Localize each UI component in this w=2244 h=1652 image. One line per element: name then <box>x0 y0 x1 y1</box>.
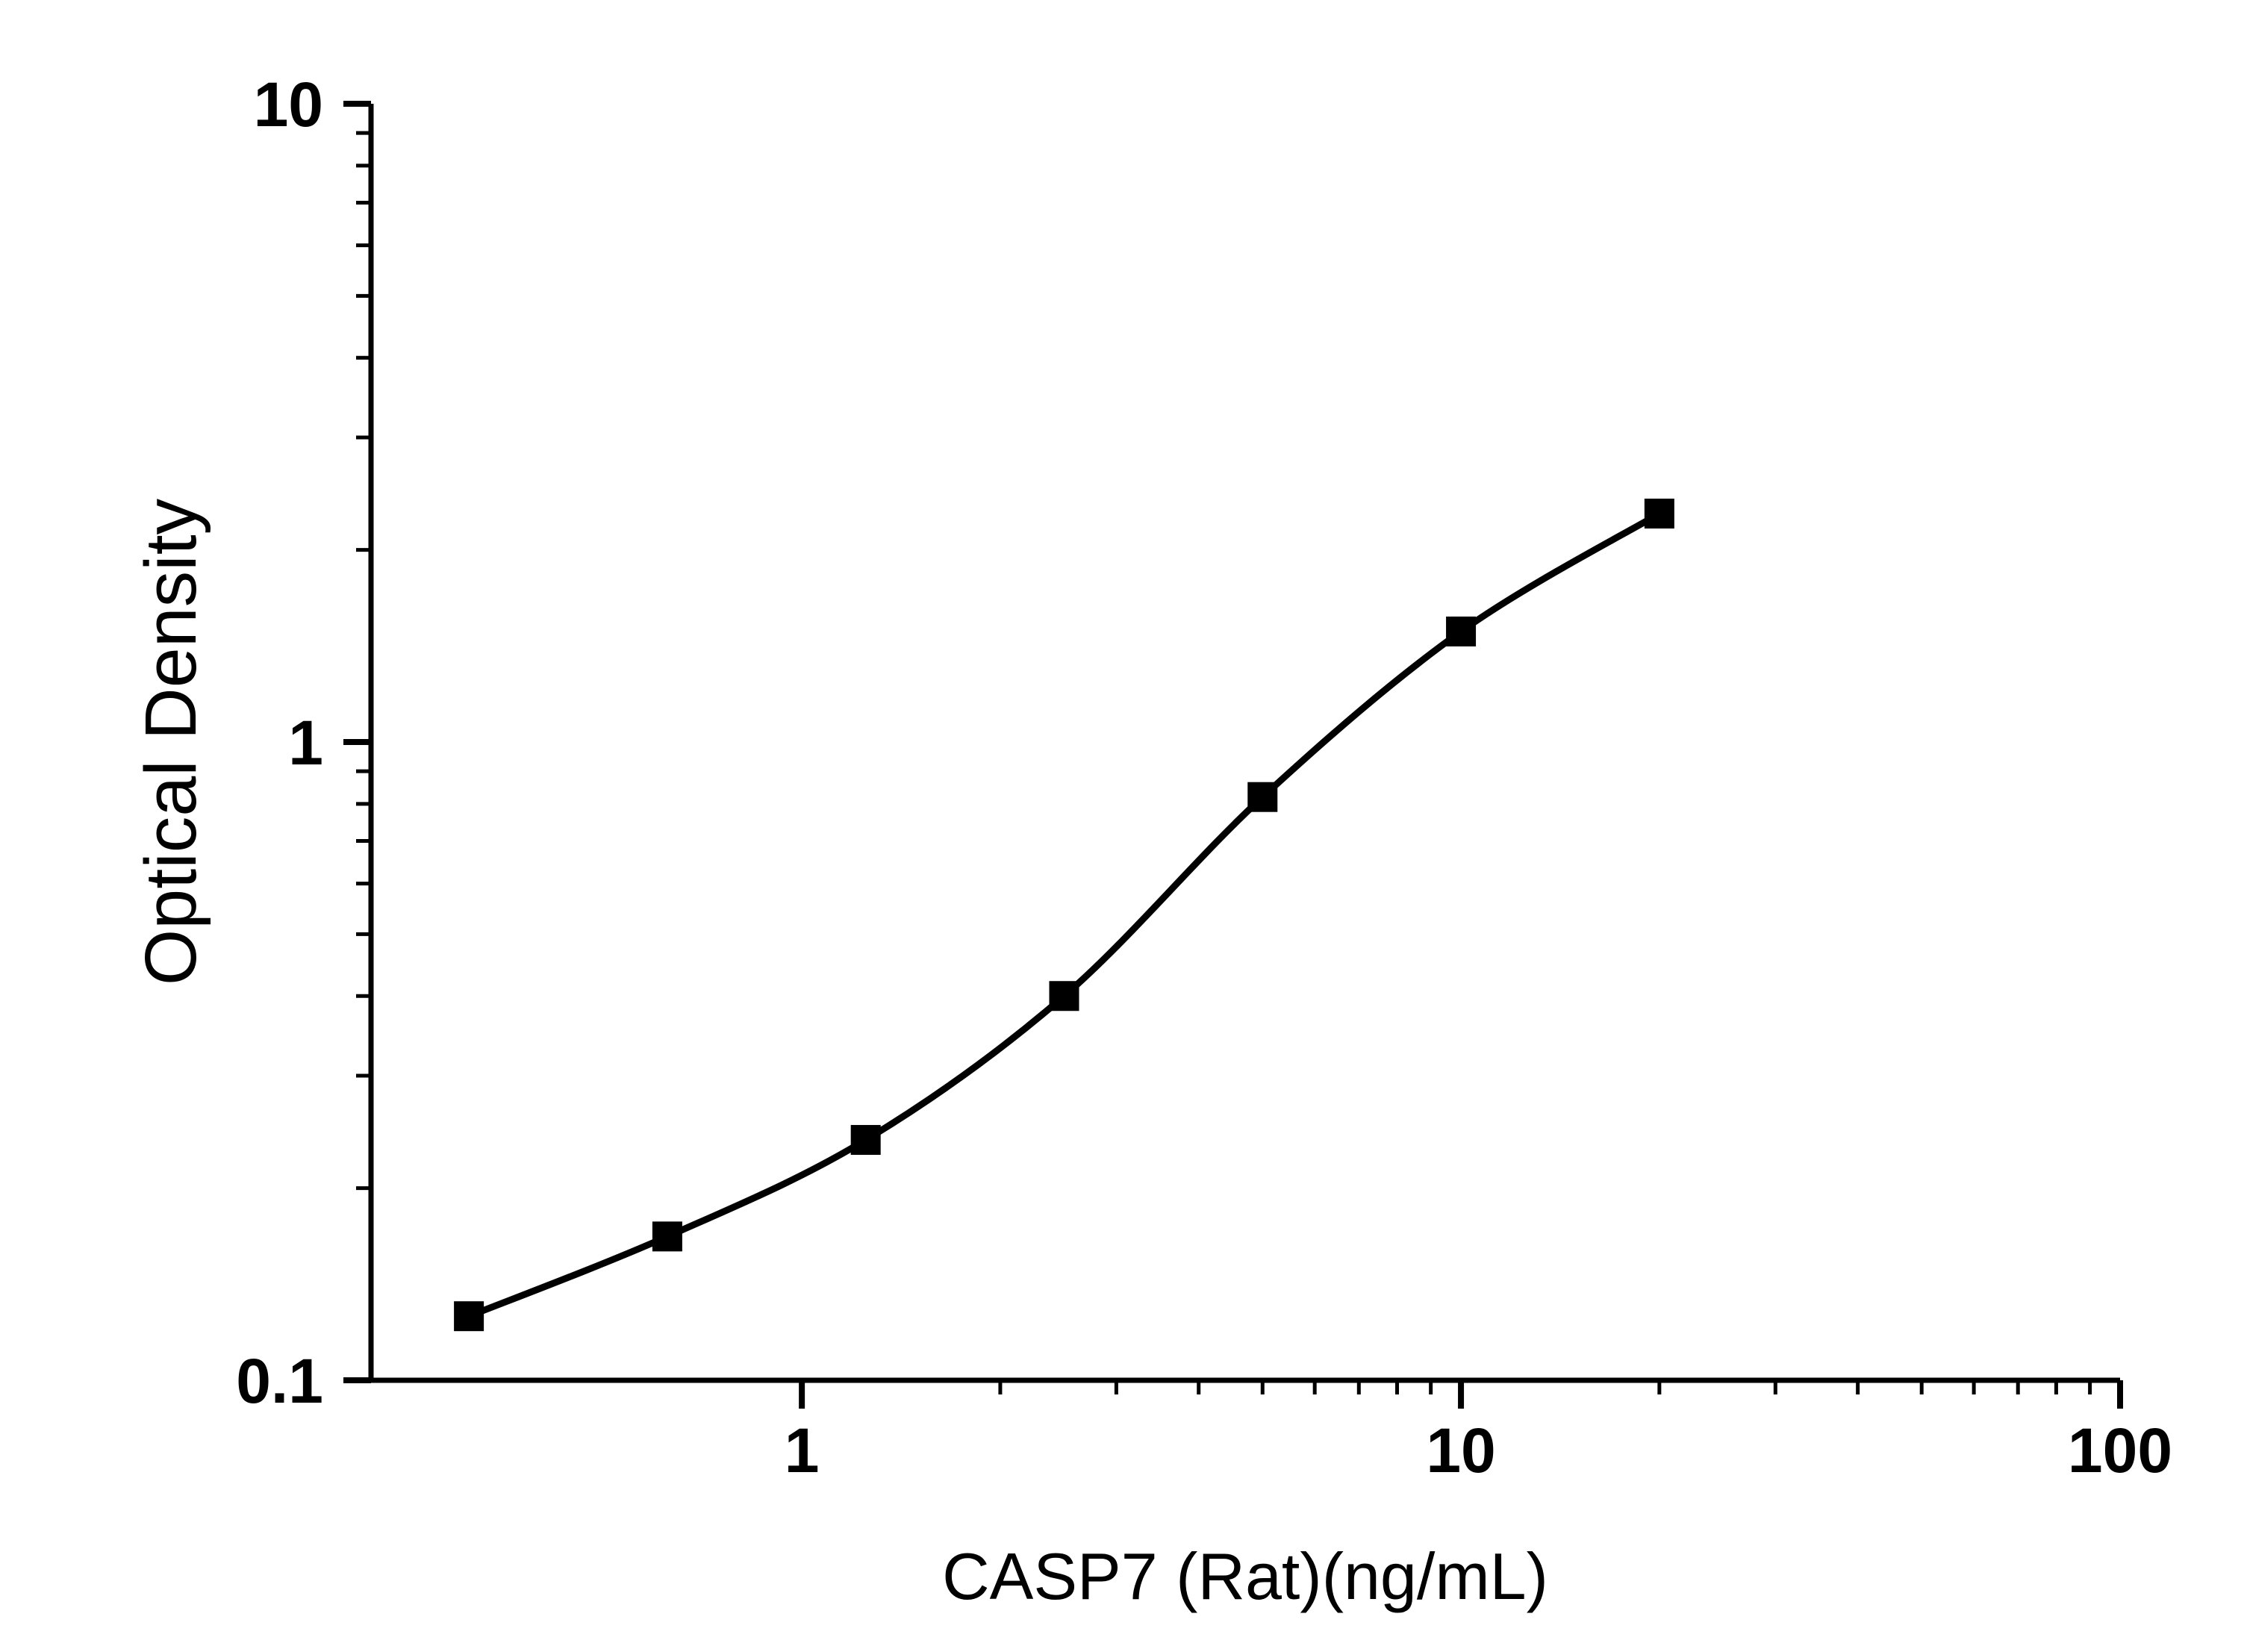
data-point-marker <box>1446 616 1477 646</box>
y-axis-title: Optical Density <box>130 498 211 985</box>
data-point-marker <box>652 1221 682 1252</box>
x-axis-title: CASP7 (Rat)(ng/mL) <box>942 1539 1548 1613</box>
fit-curve <box>467 511 1662 1320</box>
y-tick-labels: 0.1 1 10 <box>236 69 323 1416</box>
x-axis: 1 10 100 <box>368 1377 2172 1486</box>
y-axis: 0.1 1 10 <box>236 69 374 1416</box>
y-tick-label: 0.1 <box>236 1346 323 1416</box>
data-point-marker <box>1247 782 1278 812</box>
x-tick-label: 100 <box>2068 1415 2172 1486</box>
data-point-marker <box>1644 498 1674 529</box>
data-point-marker <box>1049 981 1079 1012</box>
y-tick-label: 1 <box>288 708 323 778</box>
y-tick-label: 10 <box>254 69 323 140</box>
data-point-marker <box>454 1301 484 1332</box>
x-tick-labels: 1 10 100 <box>785 1415 2172 1486</box>
data-points <box>454 498 1674 1332</box>
x-tick-label: 10 <box>1426 1415 1495 1486</box>
x-tick-label: 1 <box>785 1415 820 1486</box>
x-tick-marks <box>799 1380 2123 1409</box>
data-point-marker <box>850 1125 881 1156</box>
y-tick-marks <box>343 101 371 1383</box>
